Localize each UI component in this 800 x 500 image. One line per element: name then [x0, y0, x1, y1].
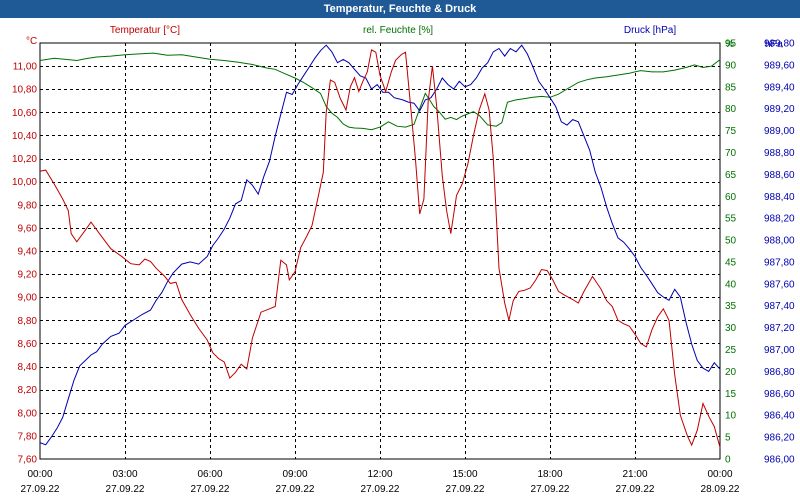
pressure-tick-label: 986,60 [764, 389, 795, 400]
pressure-tick-label: 987,20 [764, 323, 795, 334]
temperature-tick-label: 10,80 [12, 85, 37, 96]
pressure-legend: Druck [hPa] [624, 25, 676, 36]
pressure-tick-label: 987,00 [764, 345, 795, 356]
pressure-tick-label: 986,00 [764, 455, 795, 466]
humidity-tick-label: 0 [725, 455, 731, 466]
humidity-series-line [39, 52, 721, 131]
x-tick-date-label: 27.09.22 [191, 484, 230, 495]
humidity-tick-label: 65 [725, 170, 737, 181]
x-tick-date-label: 28.09.22 [701, 484, 740, 495]
axis-ticks: 11,00 10,80 10,60 10,40 10,20 10,00 9,80 9,60 9,… [12, 39, 795, 496]
chart: 11,00 10,80 10,60 10,40 10,20 10,00 9,80 9,60 9,… [12, 25, 795, 496]
x-tick-date-label: 27.09.22 [276, 484, 315, 495]
x-tick-time-label: 00:00 [27, 469, 52, 480]
temperature-tick-label: 10,00 [12, 177, 37, 188]
temperature-legend: Temperatur [°C] [110, 25, 180, 36]
humidity-tick-label: 75 [725, 126, 737, 137]
pressure-tick-label: 987,60 [764, 279, 795, 290]
x-tick-date-label: 27.09.22 [531, 484, 570, 495]
temperature-unit-label: °C [26, 36, 37, 47]
pressure-tick-label: 986,40 [764, 411, 795, 422]
pressure-tick-label: 989,60 [764, 60, 795, 71]
grid-lines [40, 43, 720, 459]
humidity-tick-label: 70 [725, 148, 737, 159]
x-tick-date-label: 27.09.22 [361, 484, 400, 495]
pressure-tick-label: 989,00 [764, 126, 795, 137]
humidity-tick-label: 30 [725, 323, 737, 334]
temperature-tick-label: 8,20 [18, 385, 38, 396]
temperature-tick-label: 7,80 [18, 431, 38, 442]
humidity-legend: rel. Feuchte [%] [363, 25, 433, 36]
pressure-tick-label: 987,80 [764, 257, 795, 268]
x-tick-time-label: 00:00 [707, 469, 732, 480]
pressure-tick-label: 986,80 [764, 367, 795, 378]
humidity-tick-label: 50 [725, 236, 737, 247]
pressure-tick-label: 989,20 [764, 104, 795, 115]
humidity-tick-label: 85 [725, 82, 737, 93]
humidity-tick-label: 45 [725, 257, 737, 268]
pressure-tick-label: 988,60 [764, 170, 795, 181]
pressure-tick-label: 988,80 [764, 148, 795, 159]
x-tick-time-label: 09:00 [282, 469, 307, 480]
humidity-tick-label: 95 [725, 39, 737, 50]
temperature-tick-label: 8,60 [18, 339, 38, 350]
pressure-tick-label: 988,40 [764, 192, 795, 203]
humidity-tick-label: 55 [725, 214, 737, 225]
x-tick-time-label: 03:00 [112, 469, 137, 480]
x-tick-time-label: 06:00 [197, 469, 222, 480]
humidity-tick-label: 40 [725, 279, 737, 290]
plot-frame [39, 42, 721, 460]
temperature-tick-label: 9,00 [18, 293, 38, 304]
series-lines [39, 44, 721, 448]
humidity-unit-label: % [725, 39, 734, 50]
x-tick-time-label: 21:00 [622, 469, 647, 480]
pressure-tick-label: 989,80 [764, 39, 795, 50]
pressure-tick-label: 987,40 [764, 301, 795, 312]
x-tick-time-label: 15:00 [452, 469, 477, 480]
temperature-tick-label: 10,60 [12, 108, 37, 119]
pressure-series-line [39, 44, 721, 446]
x-tick-time-label: 12:00 [367, 469, 392, 480]
x-tick-date-label: 27.09.22 [21, 484, 60, 495]
humidity-tick-label: 20 [725, 367, 737, 378]
humidity-tick-label: 15 [725, 389, 737, 400]
pressure-tick-label: 989,40 [764, 82, 795, 93]
pressure-tick-label: 988,20 [764, 214, 795, 225]
temperature-tick-label: 8,80 [18, 316, 38, 327]
temperature-tick-label: 11,00 [13, 62, 38, 73]
humidity-tick-label: 5 [725, 433, 731, 444]
window-title-bar: Temperatur, Feuchte & Druck [0, 0, 800, 18]
humidity-tick-label: 90 [725, 60, 737, 71]
humidity-tick-label: 25 [725, 345, 737, 356]
window-title: Temperatur, Feuchte & Druck [323, 3, 477, 15]
humidity-tick-label: 10 [725, 411, 737, 422]
x-tick-date-label: 27.09.22 [106, 484, 145, 495]
temperature-tick-label: 9,20 [18, 270, 38, 281]
temperature-tick-label: 10,20 [12, 154, 37, 165]
humidity-tick-label: 60 [725, 192, 737, 203]
temperature-tick-label: 10,40 [12, 131, 37, 142]
temperature-tick-label: 8,00 [18, 408, 38, 419]
temperature-tick-label: 9,60 [18, 223, 38, 234]
temperature-tick-label: 8,40 [18, 362, 38, 373]
humidity-tick-label: 35 [725, 301, 737, 312]
pressure-unit-label: hPa [765, 39, 783, 50]
temperature-tick-label: 7,60 [18, 455, 38, 466]
x-tick-time-label: 18:00 [537, 469, 562, 480]
x-tick-date-label: 27.09.22 [616, 484, 655, 495]
humidity-tick-label: 80 [725, 104, 737, 115]
pressure-tick-label: 986,20 [764, 433, 795, 444]
temperature-series-line [39, 49, 721, 448]
x-tick-date-label: 27.09.22 [446, 484, 485, 495]
temperature-tick-label: 9,40 [18, 247, 38, 258]
pressure-tick-label: 988,00 [764, 236, 795, 247]
temperature-tick-label: 9,80 [18, 200, 38, 211]
